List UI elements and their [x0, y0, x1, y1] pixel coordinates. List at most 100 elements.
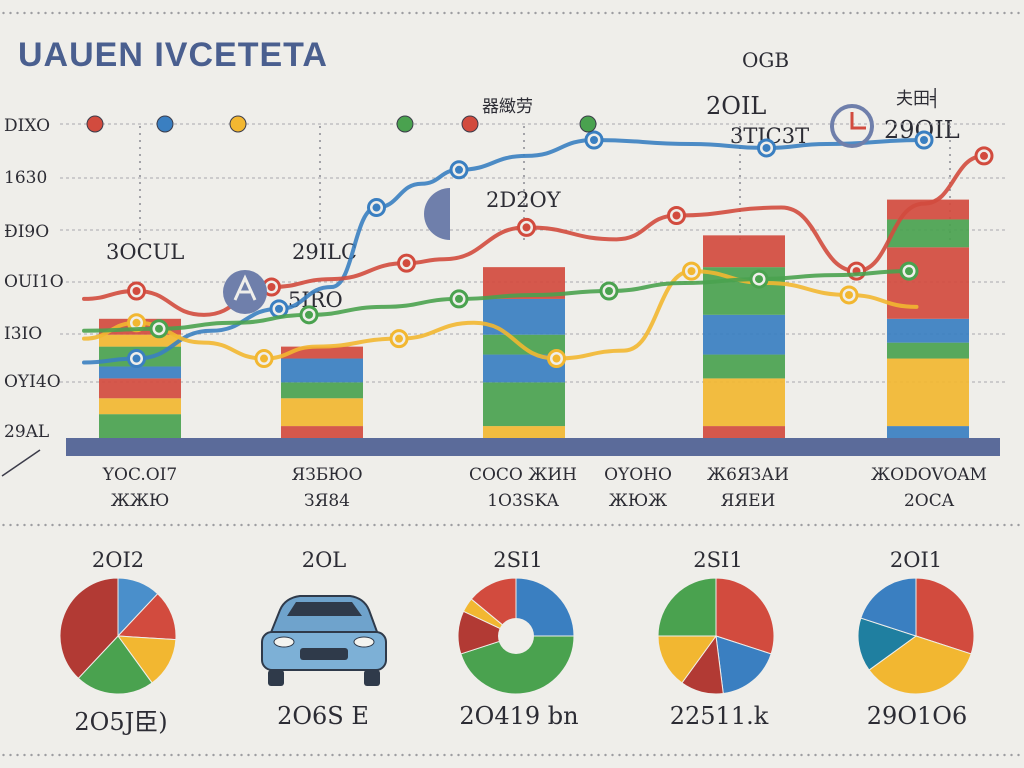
bar-segment [703, 354, 785, 379]
y-tick-label: 1630 [4, 168, 48, 188]
data-point-core [267, 283, 276, 292]
data-point-core [275, 304, 283, 313]
data-point-core [522, 223, 531, 232]
data-point-core [395, 334, 403, 343]
data-point-core [455, 165, 463, 174]
legend-dot [229, 115, 247, 133]
half-circle-icon [424, 188, 450, 240]
pie-slice [857, 617, 918, 671]
middle-dotted-divider [0, 522, 1024, 528]
data-point-core [605, 286, 613, 295]
pie-slice [116, 593, 177, 641]
bar-segment [483, 334, 565, 355]
annotation-1: 3OCUL [106, 240, 185, 264]
bar-segment [887, 342, 969, 359]
x-category-line-1: Ж6ЯЗАИ [707, 465, 789, 485]
car-part [300, 648, 348, 660]
pie-slice [657, 577, 717, 637]
x-category-label: COCO ЖИH 1O3SKA [458, 462, 588, 514]
bar-segment [99, 378, 181, 399]
badge-glyph [233, 274, 257, 301]
y-tick-label: I3IO [4, 324, 43, 344]
series-line [82, 137, 926, 365]
legend-dot [579, 115, 597, 133]
legend-dot [156, 115, 174, 133]
pie-bottom-label: 2O419 bn [459, 702, 579, 730]
x-category-line-2: 1O3SKA [487, 491, 559, 511]
pie-top-label: 2OI2 [91, 548, 145, 572]
pie-slice [868, 635, 972, 695]
bottom-dotted-border [0, 752, 1024, 758]
bar-segment [281, 358, 363, 383]
bar-segment [483, 298, 565, 335]
annotation-4: 2D2OY [486, 188, 561, 212]
annotation-5: 2OIL [706, 92, 767, 120]
bar-segment [281, 398, 363, 427]
top-dotted-border [0, 10, 1024, 16]
x-category-label: YOC.OI7 ЖЖЮ [80, 462, 200, 514]
bar-segment [281, 382, 363, 399]
x-category-line-2: ЖЖЮ [110, 491, 170, 511]
car-part [364, 670, 380, 686]
data-point-core [552, 354, 561, 363]
pie-top-label: 2SI1 [693, 548, 743, 572]
pie-slice [860, 577, 917, 637]
x-category-label: Ж6ЯЗАИ ЯЯЕИ [688, 462, 808, 514]
bar-segment [483, 426, 565, 438]
chart-title: UAUEN IVCETETA [18, 36, 328, 74]
pie-slice [59, 577, 119, 679]
pie-bottom-label: 2O6S E [277, 702, 369, 730]
pie-slice [657, 635, 717, 684]
bar-segment [483, 382, 565, 427]
y-tick-label: ĐI9O [4, 222, 50, 242]
x-category-line-2: ЖЮЖ [608, 491, 668, 511]
data-point-core [672, 211, 681, 220]
bar-segment [281, 346, 363, 359]
data-point-core [920, 136, 928, 144]
car-icon [261, 595, 387, 686]
car-part [287, 602, 362, 616]
x-category-line-2: ЗЯ84 [304, 491, 350, 511]
bar-segment [703, 378, 785, 427]
pie-slice [715, 635, 772, 695]
data-point-core [455, 294, 463, 303]
top-label-right: OGB [742, 48, 790, 72]
data-point-core [980, 151, 988, 160]
bar-segment [703, 426, 785, 438]
x-axis-baseline [66, 438, 1000, 456]
legend-dot [86, 115, 104, 133]
legend-dot [461, 115, 479, 133]
pie-slice [77, 635, 153, 695]
pie-bottom-label: 29O1O6 [866, 702, 968, 730]
y-tick-label: DIXO [4, 116, 51, 136]
x-category-line-2: ЯЯЕИ [720, 491, 776, 511]
bar-segment [887, 247, 969, 319]
data-point-core [305, 310, 313, 319]
data-point-core [155, 324, 163, 333]
data-point-core [402, 259, 411, 268]
x-category-line-1: OYOHO [604, 465, 672, 485]
data-point-core [845, 290, 853, 299]
bar-segment [281, 426, 363, 438]
clock-icon [830, 104, 874, 148]
clock-hands [850, 112, 866, 130]
car-part [353, 636, 375, 648]
pie-slice [460, 635, 575, 695]
x-category-line-1: COCO ЖИH [468, 465, 578, 485]
bar-segment [99, 398, 181, 415]
pie-slice [515, 577, 575, 637]
car-part [268, 670, 284, 686]
bar-segment [887, 426, 969, 438]
top-label-far-right: 夫田╡ [896, 89, 941, 109]
pie-slice [470, 577, 517, 638]
pie-slice [116, 635, 177, 684]
pie-hole [498, 618, 534, 654]
data-point-core [905, 267, 913, 276]
bar-segment [99, 334, 181, 347]
legend-dot [396, 115, 414, 133]
data-point-core [590, 136, 598, 144]
x-category-line-1: YOC.OI7 [102, 465, 178, 485]
bar-segment [703, 235, 785, 268]
bar-segment [887, 219, 969, 248]
